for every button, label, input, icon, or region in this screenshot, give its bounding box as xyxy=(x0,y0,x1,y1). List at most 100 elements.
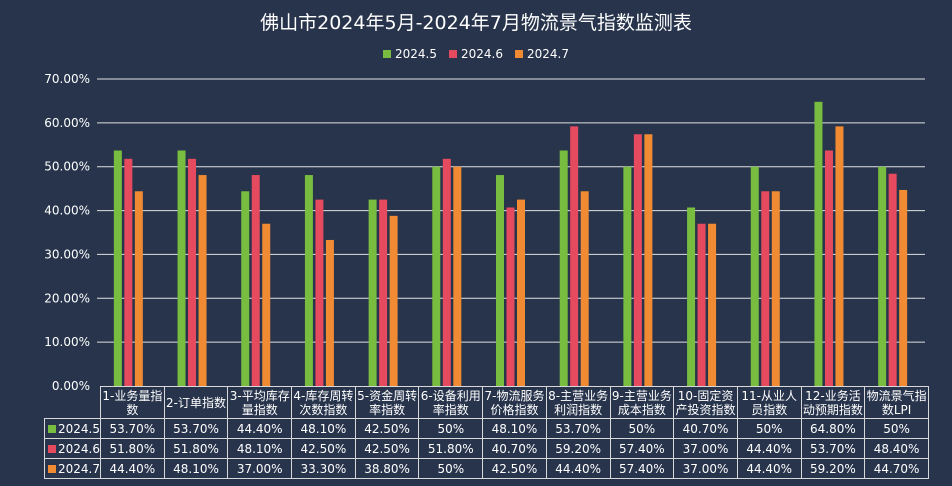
series-name: 2024.6 xyxy=(58,441,100,456)
bar-2024.5-10 xyxy=(750,166,759,386)
bar-2024.6-11 xyxy=(824,150,833,386)
bar-2024.6-12 xyxy=(888,173,897,386)
data-cell: 37.00% xyxy=(673,458,738,479)
category-label: 12-业务活动预期指数 xyxy=(800,386,866,419)
data-cell: 51.80% xyxy=(163,438,229,459)
data-cell: 50% xyxy=(418,458,484,479)
bar-2024.7-1 xyxy=(198,175,207,386)
data-cell: 53.70% xyxy=(100,418,165,439)
data-cell: 48.10% xyxy=(482,418,547,439)
data-cell: 44.40% xyxy=(736,458,802,479)
category-label: 1-业务量指数 xyxy=(100,386,165,419)
y-tick-label: 0.00% xyxy=(52,379,90,393)
series-swatch xyxy=(48,464,56,473)
bar-2024.5-0 xyxy=(113,150,122,386)
legend-swatch xyxy=(383,50,391,58)
bar-2024.5-5 xyxy=(432,166,441,386)
legend-item[interactable]: 2024.7 xyxy=(515,47,569,61)
legend-label: 2024.6 xyxy=(461,47,503,61)
bar-2024.7-12 xyxy=(899,189,908,386)
data-table: 1-业务量指数 2-订单指数 3-平均库存量指数 4-库存周转次数指数 5-资金周转率指… xyxy=(44,386,929,479)
data-cell: 64.80% xyxy=(800,418,866,439)
bar-2024.5-9 xyxy=(687,207,696,386)
data-cell: 42.50% xyxy=(354,418,420,439)
category-label: 3-平均库存量指数 xyxy=(227,386,293,419)
data-cell: 50% xyxy=(736,418,802,439)
y-tick-label: 70.00% xyxy=(44,72,90,86)
bar-2024.7-7 xyxy=(580,191,589,386)
bar-2024.5-2 xyxy=(241,191,250,386)
legend-swatch xyxy=(449,50,457,58)
legend-label: 2024.7 xyxy=(527,47,569,61)
data-cell: 53.70% xyxy=(545,418,611,439)
bar-2024.6-3 xyxy=(315,199,324,386)
bar-2024.7-5 xyxy=(453,166,462,386)
bar-2024.7-10 xyxy=(771,191,780,386)
category-label: 11-从业人员指数 xyxy=(736,386,802,419)
bar-2024.5-8 xyxy=(623,166,632,386)
bar-2024.6-4 xyxy=(379,199,388,386)
data-cell: 50% xyxy=(609,418,675,439)
series-swatch xyxy=(48,424,56,433)
table-row: 2024.6 51.80% 51.80% 48.10% 42.50% 42.50% 51.8… xyxy=(44,438,929,459)
bar-2024.7-0 xyxy=(134,191,143,386)
data-cell: 42.50% xyxy=(354,438,420,459)
legend-swatch xyxy=(515,50,523,58)
category-label: 4-库存周转次数指数 xyxy=(291,386,356,419)
bar-2024.5-12 xyxy=(878,166,887,386)
legend-item[interactable]: 2024.5 xyxy=(383,47,437,61)
category-label: 10-固定资产投资指数 xyxy=(673,386,738,419)
data-cell: 44.40% xyxy=(736,438,802,459)
bar-2024.6-1 xyxy=(188,158,197,386)
data-cell: 59.20% xyxy=(800,458,866,479)
chart-title: 佛山市2024年5月-2024年7月物流景气指数监测表 xyxy=(260,12,692,34)
bar-2024.6-9 xyxy=(697,223,706,386)
bar-2024.7-2 xyxy=(262,223,271,386)
bar-2024.7-11 xyxy=(835,126,844,386)
bar-2024.5-6 xyxy=(496,175,504,386)
table-row: 2024.7 44.40% 48.10% 37.00% 33.30% 38.80% 50% 4… xyxy=(44,458,929,479)
data-cell: 42.50% xyxy=(291,438,356,459)
y-tick-label: 60.00% xyxy=(44,116,90,130)
series-name: 2024.5 xyxy=(58,421,100,436)
table-header-row: 1-业务量指数 2-订单指数 3-平均库存量指数 4-库存周转次数指数 5-资金周转率指… xyxy=(45,386,929,419)
data-cell: 57.40% xyxy=(609,458,675,479)
series-swatch xyxy=(48,444,56,453)
series-key: 2024.6 xyxy=(44,438,101,459)
data-cell: 37.00% xyxy=(673,438,738,459)
legend-label: 2024.5 xyxy=(395,47,437,61)
data-cell: 44.40% xyxy=(227,418,293,439)
data-cell: 40.70% xyxy=(673,418,738,439)
data-cell: 59.20% xyxy=(545,438,611,459)
bar-2024.6-10 xyxy=(761,191,770,386)
bar-2024.5-4 xyxy=(368,199,377,386)
y-tick-label: 50.00% xyxy=(44,160,90,174)
y-tick-label: 30.00% xyxy=(44,247,90,261)
bar-2024.5-3 xyxy=(304,175,313,386)
bar-2024.7-9 xyxy=(708,223,717,386)
bar-2024.6-6 xyxy=(506,207,515,386)
data-cell: 44.40% xyxy=(545,458,611,479)
y-tick-label: 40.00% xyxy=(44,204,90,218)
category-label: 物流景气指数LPI xyxy=(864,386,929,419)
data-cell: 50% xyxy=(864,418,929,439)
bar-2024.5-1 xyxy=(177,150,186,386)
data-cell: 37.00% xyxy=(227,458,293,479)
bar-2024.7-3 xyxy=(325,239,334,386)
series-name: 2024.7 xyxy=(58,461,100,476)
series-key: 2024.7 xyxy=(44,458,101,479)
data-cell: 50% xyxy=(418,418,484,439)
bar-2024.7-8 xyxy=(644,134,653,386)
table-row: 2024.5 53.70% 53.70% 44.40% 48.10% 42.50% 50% 4… xyxy=(44,418,929,439)
legend-item[interactable]: 2024.6 xyxy=(449,47,503,61)
data-cell: 51.80% xyxy=(418,438,484,459)
data-cell: 44.40% xyxy=(100,458,165,479)
data-cell: 48.10% xyxy=(227,438,293,459)
table-corner xyxy=(45,387,101,419)
data-cell: 48.40% xyxy=(864,438,929,459)
category-label: 8-主营业务利润指数 xyxy=(545,386,611,419)
data-cell: 33.30% xyxy=(291,458,356,479)
bar-2024.6-2 xyxy=(251,175,260,386)
